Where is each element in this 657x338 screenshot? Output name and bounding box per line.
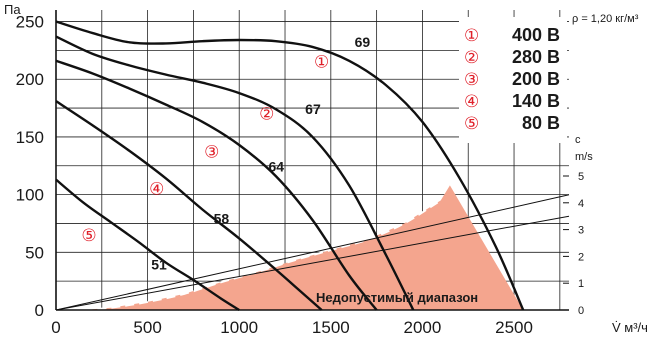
y-tick-label: 250 xyxy=(16,13,44,32)
x-tick-label: 1500 xyxy=(312,318,350,337)
curve-label: 67 xyxy=(305,101,321,117)
y2-tick-label: 0 xyxy=(578,305,584,317)
y2-tick-label: 5 xyxy=(578,171,584,183)
fan-curve-5 xyxy=(55,178,240,312)
curve-marker: ① xyxy=(314,53,329,73)
y-tick-label: 150 xyxy=(16,128,44,147)
legend: ① 400 В ② 280 В ③ 200 В ④ 140 В ⑤ 80 В xyxy=(464,25,560,134)
curve-marker: ⑤ xyxy=(81,226,96,246)
y-tick-label: 100 xyxy=(16,186,44,205)
x-tick-labels: 0 500 1000 1500 2000 2500 xyxy=(51,318,533,337)
legend-value: 400 В xyxy=(512,25,560,45)
fan-curve-3 xyxy=(55,59,378,311)
legend-marker: ② xyxy=(464,48,479,68)
fan-curve-2 xyxy=(55,35,415,311)
y2-tick-label: 2 xyxy=(578,251,584,263)
legend-marker: ③ xyxy=(464,70,479,90)
y2-tick-labels: 0 1 2 3 4 5 xyxy=(563,171,584,317)
system-lines xyxy=(55,194,570,311)
curve-label: 51 xyxy=(151,257,167,273)
curve-marker: ③ xyxy=(204,143,219,163)
x-tick-label: 1000 xyxy=(220,318,258,337)
fan-curves xyxy=(55,20,525,312)
curve-marker: ④ xyxy=(149,180,164,200)
y-tick-labels: 0 50 100 150 200 250 xyxy=(16,13,44,320)
forbidden-region-label: Недопустимый диапазон xyxy=(316,290,478,305)
curve-label: 64 xyxy=(269,159,285,175)
y2-tick-label: 1 xyxy=(578,278,584,290)
x-tick-label: 0 xyxy=(51,318,60,337)
legend-marker: ① xyxy=(464,26,479,46)
y-tick-label: 0 xyxy=(35,301,44,320)
legend-value: 140 В xyxy=(512,91,560,111)
curve-labels: 51 58 64 67 69 xyxy=(151,34,370,273)
legend-value: 200 В xyxy=(512,69,560,89)
curve-markers: ⑤ ④ ③ ② ① xyxy=(81,53,329,246)
x-axis-label: V̇ м³/ч xyxy=(612,320,648,335)
x-tick-label: 2500 xyxy=(495,318,533,337)
legend-value: 280 В xyxy=(512,47,560,67)
x-tick-label: 2000 xyxy=(404,318,442,337)
legend-marker: ⑤ xyxy=(464,114,479,134)
x-tick-label: 500 xyxy=(133,318,161,337)
legend-marker: ④ xyxy=(464,92,479,112)
y-axis-label: Па xyxy=(4,2,21,17)
y-tick-label: 200 xyxy=(16,70,44,89)
legend-box xyxy=(459,17,567,143)
density-note: ρ = 1,20 кг/м³ xyxy=(572,13,639,25)
curve-marker: ② xyxy=(259,105,274,125)
axes xyxy=(55,10,569,311)
system-line xyxy=(55,215,570,311)
y2-tick-label: 4 xyxy=(578,198,584,210)
y2-axis-label-unit: m/s xyxy=(575,151,593,163)
forbidden-region xyxy=(83,185,524,310)
curve-label: 58 xyxy=(214,210,230,226)
legend-value: 80 В xyxy=(522,113,560,133)
fan-curve-1 xyxy=(55,20,525,311)
system-line xyxy=(55,194,570,311)
y2-axis-label-top: c xyxy=(575,134,581,146)
y2-tick-label: 3 xyxy=(578,225,584,237)
fan-curve-4 xyxy=(55,100,323,311)
curve-label: 69 xyxy=(355,34,371,50)
y-tick-label: 50 xyxy=(25,243,44,262)
